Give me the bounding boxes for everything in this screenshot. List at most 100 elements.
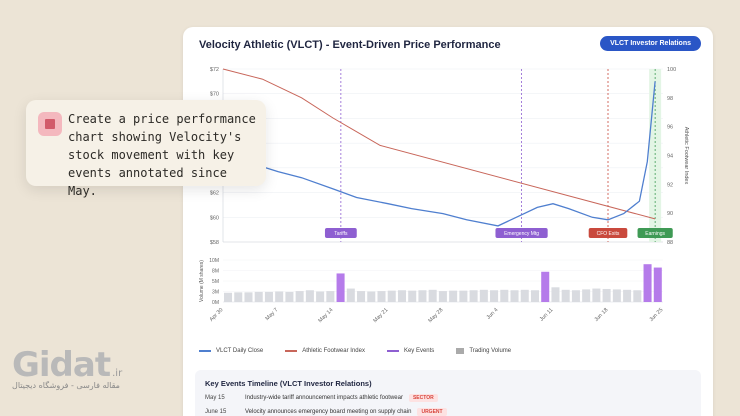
volume-bar: [592, 288, 601, 302]
volume-bar: [469, 290, 478, 302]
volume-bar: [408, 290, 417, 302]
volume-bar: [377, 291, 386, 302]
volume-bar: [551, 287, 560, 302]
chart-legend: VLCT Daily Close Athletic Footwear Index…: [199, 348, 533, 354]
volume-bar: [387, 290, 396, 302]
volume-bar: [326, 291, 335, 302]
index-line: [222, 68, 656, 220]
legend-item-events: Key Events: [386, 348, 435, 354]
volume-bar: [602, 288, 611, 302]
legend-swatch-close: [199, 350, 211, 352]
volume-bar: [561, 289, 570, 302]
legend-item-close: VLCT Daily Close: [199, 348, 263, 354]
volume-bar: [500, 289, 509, 302]
urgent-badge: URGENT: [417, 408, 447, 416]
volume-bar: [295, 291, 304, 302]
sector-badge: SECTOR: [408, 394, 438, 402]
volume-bar: [234, 292, 243, 302]
event-label-box: [637, 228, 673, 238]
y-tick-label: $60: [210, 215, 219, 221]
y2-tick-label: 100: [667, 67, 676, 73]
price-chart: $72$70$68$66$64$62$60$58100989694929088A…: [199, 67, 689, 324]
price-line: [222, 81, 656, 227]
volume-bar: [623, 289, 632, 302]
legend-item-volume: Trading Volume: [456, 348, 511, 354]
volume-bar: [397, 290, 406, 302]
event-label: Tariffs: [334, 231, 348, 237]
event-label-box: [495, 228, 548, 238]
event-label-box: [324, 228, 357, 238]
volume-bar: [367, 291, 376, 302]
volume-tick-label: 10M: [209, 258, 219, 264]
chart-panel: Velocity Athletic (VLCT) - Event-Driven …: [183, 27, 713, 416]
x-tick-label: May 28: [427, 307, 444, 324]
x-tick-label: Jun 25: [648, 307, 664, 323]
volume-bar: [541, 271, 550, 302]
volume-bar: [612, 289, 621, 302]
volume-bar: [357, 291, 366, 302]
volume-bar: [336, 273, 345, 302]
legend-swatch-index: [285, 350, 298, 352]
event-label: Emergency Mtg: [504, 231, 539, 237]
timeline-date: June 15: [205, 409, 227, 415]
y-tick-label: $70: [210, 92, 219, 98]
volume-bar: [438, 291, 447, 302]
watermark-logo-text: Gidat: [12, 345, 111, 385]
watermark-subtitle: مقاله فارسی - فروشگاه دیجیتال: [12, 381, 120, 390]
legend-swatch-volume: [456, 348, 465, 354]
prompt-text: Create a price performance chart showing…: [68, 112, 256, 198]
legend-label-events: Key Events: [403, 348, 435, 354]
investor-relations-button[interactable]: VLCT Investor Relations: [600, 36, 701, 51]
volume-tick-label: 3M: [212, 290, 219, 296]
volume-bar: [479, 289, 488, 302]
stop-icon: [38, 112, 62, 136]
volume-bar: [224, 292, 233, 302]
watermark-logo: Gidat .ir: [12, 345, 122, 385]
x-tick-label: May 7: [265, 307, 280, 322]
legend-item-index: Athletic Footwear Index: [285, 348, 365, 354]
y-tick-label: $72: [210, 67, 219, 73]
y2-tick-label: 98: [667, 96, 673, 102]
timeline-text: Industry-wide tariff announcement impact…: [245, 395, 403, 401]
y2-tick-label: 90: [667, 211, 673, 217]
y2-tick-label: 88: [667, 240, 673, 246]
volume-tick-label: 8M: [212, 269, 219, 275]
watermark-suffix: .ir: [112, 368, 123, 379]
y-tick-label: $62: [210, 191, 219, 197]
x-tick-label: Jun 11: [539, 307, 555, 323]
volume-bar: [418, 290, 427, 302]
x-tick-label: May 21: [372, 307, 389, 324]
event-label: Earnings: [645, 231, 665, 237]
volume-bar: [346, 288, 355, 302]
watermark: Gidat .ir مقاله فارسی - فروشگاه دیجیتال: [12, 345, 122, 390]
volume-axis-label: Volume (M shares): [199, 260, 205, 302]
timeline-title: Key Events Timeline (VLCT Investor Relat…: [205, 379, 372, 388]
x-tick-label: May 14: [317, 307, 334, 324]
y2-tick-label: 94: [667, 154, 673, 160]
volume-bar: [571, 290, 580, 302]
volume-bar: [449, 290, 458, 302]
events-timeline: Key Events Timeline (VLCT Investor Relat…: [195, 370, 701, 416]
y-tick-label: $58: [210, 240, 219, 246]
timeline-row: May 15 Industry-wide tariff announcement…: [205, 394, 438, 402]
legend-label-index: Athletic Footwear Index: [302, 348, 365, 354]
timeline-date: May 15: [205, 395, 225, 401]
legend-label-close: VLCT Daily Close: [216, 348, 264, 354]
volume-bar: [285, 291, 294, 302]
volume-bar: [275, 291, 284, 302]
volume-bar: [428, 289, 437, 302]
volume-bar: [264, 291, 273, 302]
volume-bar: [316, 291, 325, 302]
event-label: CFO Exits: [597, 231, 620, 237]
y2-tick-label: 96: [667, 125, 673, 131]
volume-tick-label: 0M: [212, 300, 219, 306]
timeline-row: June 15 Velocity announces emergency boa…: [205, 408, 447, 416]
prompt-bubble: Create a price performance chart showing…: [26, 100, 266, 198]
volume-tick-label: 5M: [212, 279, 219, 285]
volume-bar: [510, 290, 519, 302]
timeline-text: Velocity announces emergency board meeti…: [245, 409, 412, 415]
x-tick-label: Jun 18: [593, 307, 609, 323]
x-tick-label: Jun 4: [486, 307, 500, 321]
volume-bar: [530, 290, 540, 302]
volume-bar: [244, 292, 253, 302]
